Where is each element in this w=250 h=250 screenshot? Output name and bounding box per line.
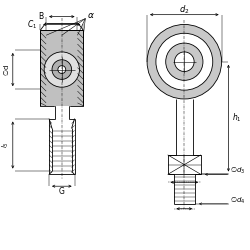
Circle shape xyxy=(58,66,66,74)
Text: B: B xyxy=(38,12,43,21)
Text: $l_3$: $l_3$ xyxy=(1,142,11,148)
Text: $\alpha$: $\alpha$ xyxy=(87,11,95,20)
Circle shape xyxy=(52,60,72,79)
Text: $\emptyset$d: $\emptyset$d xyxy=(1,64,11,76)
Text: G: G xyxy=(59,186,65,196)
Bar xyxy=(40,30,83,106)
Circle shape xyxy=(44,52,80,87)
Text: $h_1$: $h_1$ xyxy=(232,111,242,124)
Text: $C_1$: $C_1$ xyxy=(27,18,37,31)
Circle shape xyxy=(156,33,213,90)
Text: $d_2$: $d_2$ xyxy=(179,4,190,16)
Circle shape xyxy=(147,24,222,99)
Circle shape xyxy=(166,43,203,80)
Text: $\emptyset d_3$: $\emptyset d_3$ xyxy=(230,165,246,176)
Text: $\emptyset d_4$: $\emptyset d_4$ xyxy=(230,194,246,206)
Circle shape xyxy=(174,52,194,72)
